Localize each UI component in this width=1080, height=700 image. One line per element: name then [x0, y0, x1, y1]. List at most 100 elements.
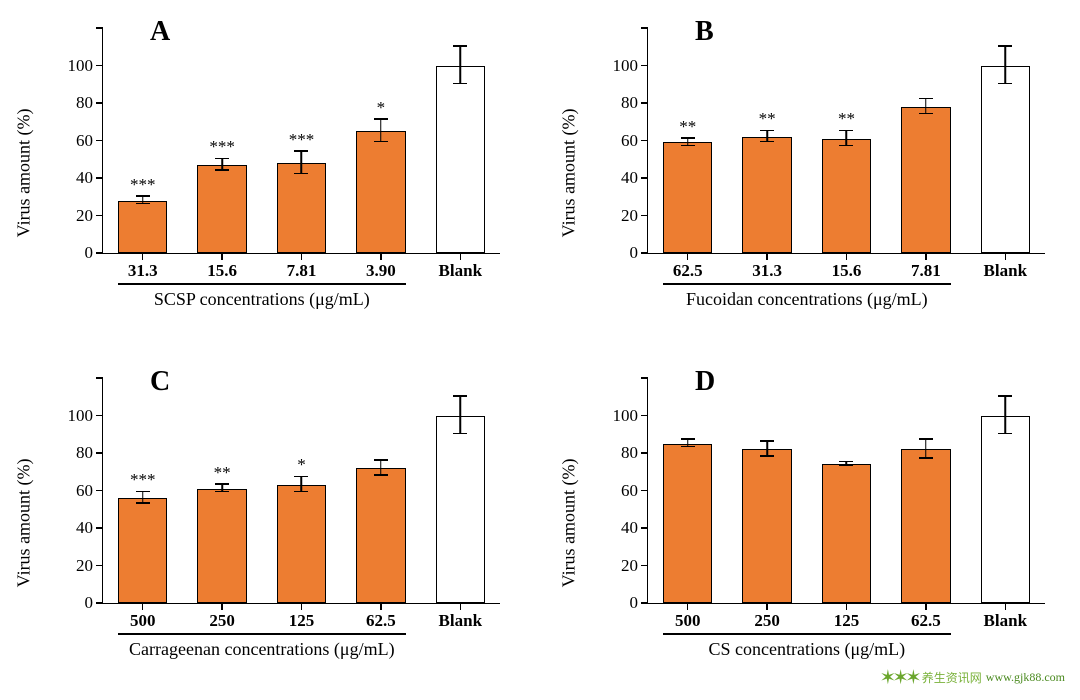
category-label: 15.6: [807, 253, 886, 281]
bar-group: **: [742, 28, 791, 253]
bar: [822, 139, 871, 253]
category-label: 125: [262, 603, 341, 631]
y-tick-label: 60: [76, 131, 103, 151]
error-cap-top: [294, 476, 308, 478]
bar-group: [663, 378, 712, 603]
error-cap-bottom: [839, 465, 853, 467]
error-cap-bottom: [760, 141, 774, 143]
figure-page: 02040608010031.315.67.813.90Blank*******…: [0, 0, 1080, 700]
category-label: 62.5: [648, 253, 727, 281]
bar: [197, 489, 246, 603]
y-tick-label: 100: [68, 56, 104, 76]
panel-label: A: [150, 16, 170, 48]
bar: [663, 142, 712, 253]
y-tick-label: 20: [76, 206, 103, 226]
error-cap-bottom: [374, 474, 388, 476]
error-bar-line: [925, 440, 927, 459]
significance-marker: **: [663, 117, 712, 137]
y-tick: [96, 27, 103, 29]
y-tick-label: 80: [76, 443, 103, 463]
y-tick-label: 80: [76, 93, 103, 113]
bar: [436, 416, 485, 604]
error-cap-top: [681, 137, 695, 139]
plot-area: 02040608010050025012562.5BlankCS concent…: [647, 378, 1045, 604]
category-label: 125: [807, 603, 886, 631]
y-tick-label: 60: [621, 131, 648, 151]
error-cap-top: [215, 483, 229, 485]
bar-group: [822, 378, 871, 603]
y-axis-title: Virus amount (%): [14, 458, 35, 587]
category-label: Blank: [421, 253, 500, 281]
bar: [118, 201, 167, 254]
error-cap-bottom: [681, 446, 695, 448]
error-cap-top: [453, 45, 467, 47]
error-bar-line: [460, 47, 462, 84]
x-label-underline: [118, 633, 405, 635]
panel-C: 02040608010050025012562.5Blank******Carr…: [20, 360, 515, 690]
y-axis-title: Virus amount (%): [14, 108, 35, 237]
bar-group: [436, 378, 485, 603]
x-axis-title: SCSP concentrations (μg/mL): [154, 289, 370, 310]
bars-container: ******: [103, 378, 500, 603]
panel-label: B: [695, 16, 714, 48]
x-label-underline: [663, 283, 950, 285]
error-bar-line: [301, 152, 303, 175]
panel-grid: 02040608010031.315.67.813.90Blank*******…: [20, 10, 1060, 690]
category-label: 62.5: [886, 603, 965, 631]
significance-marker: **: [197, 463, 246, 483]
bar-group: [981, 378, 1030, 603]
category-label: Blank: [421, 603, 500, 631]
bar-group: [742, 378, 791, 603]
watermark-brand: 养生资讯网: [922, 669, 982, 686]
error-cap-bottom: [453, 433, 467, 435]
bar-group: [356, 378, 405, 603]
error-bar-line: [1005, 397, 1007, 434]
error-cap-bottom: [998, 433, 1012, 435]
bar: [901, 449, 950, 603]
category-label: 31.3: [727, 253, 806, 281]
y-tick-label: 0: [630, 243, 649, 263]
error-cap-top: [374, 118, 388, 120]
y-tick-label: 60: [76, 481, 103, 501]
bar: [742, 137, 791, 253]
bar-group: [901, 378, 950, 603]
error-bar-line: [1005, 47, 1007, 84]
plot-area: 02040608010031.315.67.813.90Blank*******…: [102, 28, 500, 254]
significance-marker: **: [742, 109, 791, 129]
category-label: 500: [648, 603, 727, 631]
watermark-icon: ✶✶✶: [879, 665, 917, 690]
error-cap-bottom: [681, 145, 695, 147]
category-label: 62.5: [341, 603, 420, 631]
category-label: 7.81: [262, 253, 341, 281]
error-cap-bottom: [839, 145, 853, 147]
x-axis-title: CS concentrations (μg/mL): [708, 639, 905, 660]
panel-label: C: [150, 366, 170, 398]
error-cap-bottom: [294, 173, 308, 175]
error-cap-bottom: [294, 491, 308, 493]
panel-B: 02040608010062.531.315.67.81Blank******F…: [565, 10, 1060, 340]
bar-group: ***: [277, 28, 326, 253]
significance-marker: ***: [118, 175, 167, 195]
bar: [356, 468, 405, 603]
y-tick: [96, 377, 103, 379]
plot-area: 02040608010050025012562.5Blank******Carr…: [102, 378, 500, 604]
category-label: Blank: [966, 603, 1045, 631]
y-axis-title: Virus amount (%): [559, 108, 580, 237]
y-tick-label: 100: [613, 56, 649, 76]
bar: [436, 66, 485, 254]
error-cap-bottom: [760, 455, 774, 457]
y-axis-title: Virus amount (%): [559, 458, 580, 587]
category-label: 7.81: [886, 253, 965, 281]
y-tick-label: 0: [85, 593, 104, 613]
y-tick-label: 60: [621, 481, 648, 501]
bar-group: *: [277, 378, 326, 603]
y-tick-label: 80: [621, 443, 648, 463]
error-bar-line: [460, 397, 462, 434]
y-tick-label: 40: [76, 168, 103, 188]
bar-group: [436, 28, 485, 253]
error-cap-bottom: [919, 457, 933, 459]
error-cap-top: [919, 438, 933, 440]
significance-marker: *: [277, 455, 326, 475]
bar: [822, 464, 871, 603]
error-cap-top: [374, 459, 388, 461]
